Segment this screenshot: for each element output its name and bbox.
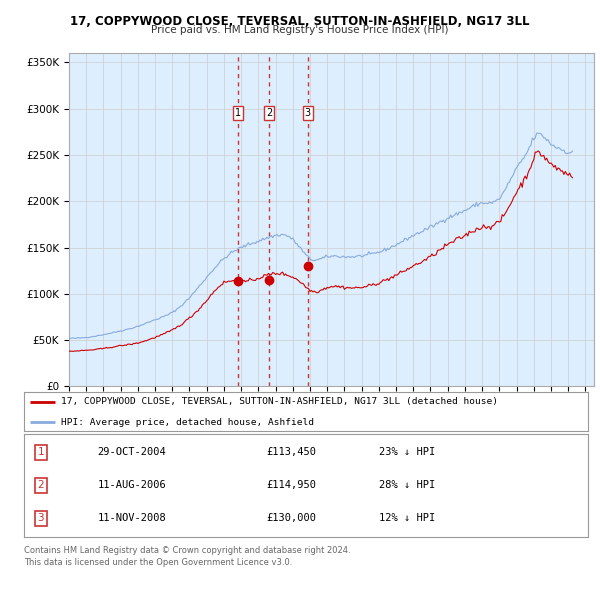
Text: 1: 1 (38, 447, 44, 457)
Text: 2: 2 (38, 480, 44, 490)
Text: £113,450: £113,450 (266, 447, 317, 457)
Text: 3: 3 (38, 513, 44, 523)
Text: 23% ↓ HPI: 23% ↓ HPI (379, 447, 436, 457)
Text: Contains HM Land Registry data © Crown copyright and database right 2024.: Contains HM Land Registry data © Crown c… (24, 546, 350, 555)
Text: 1: 1 (235, 109, 241, 118)
Text: 29-OCT-2004: 29-OCT-2004 (97, 447, 166, 457)
Text: 17, COPPYWOOD CLOSE, TEVERSAL, SUTTON-IN-ASHFIELD, NG17 3LL (detached house): 17, COPPYWOOD CLOSE, TEVERSAL, SUTTON-IN… (61, 398, 497, 407)
Text: 11-AUG-2006: 11-AUG-2006 (97, 480, 166, 490)
Text: HPI: Average price, detached house, Ashfield: HPI: Average price, detached house, Ashf… (61, 418, 314, 427)
Text: £130,000: £130,000 (266, 513, 317, 523)
Text: 17, COPPYWOOD CLOSE, TEVERSAL, SUTTON-IN-ASHFIELD, NG17 3LL: 17, COPPYWOOD CLOSE, TEVERSAL, SUTTON-IN… (70, 15, 530, 28)
Text: £114,950: £114,950 (266, 480, 317, 490)
Text: 12% ↓ HPI: 12% ↓ HPI (379, 513, 436, 523)
Text: 11-NOV-2008: 11-NOV-2008 (97, 513, 166, 523)
Text: 3: 3 (305, 109, 311, 118)
Text: 2: 2 (266, 109, 272, 118)
Text: This data is licensed under the Open Government Licence v3.0.: This data is licensed under the Open Gov… (24, 558, 292, 566)
Text: 28% ↓ HPI: 28% ↓ HPI (379, 480, 436, 490)
Text: Price paid vs. HM Land Registry's House Price Index (HPI): Price paid vs. HM Land Registry's House … (151, 25, 449, 35)
